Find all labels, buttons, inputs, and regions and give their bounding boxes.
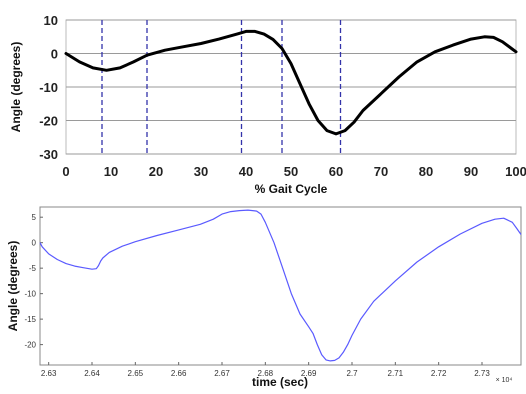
gait-x-label: % Gait Cycle	[255, 182, 328, 196]
time-x-tick-label: 2.66	[171, 369, 187, 378]
time-y-label: Angle (degrees)	[6, 241, 20, 332]
time-x-tick-label: 2.7	[346, 369, 358, 378]
time-x-tick-label: 2.64	[84, 369, 100, 378]
gait-angle-line	[64, 29, 518, 136]
gait-x-tick-label: 0	[62, 164, 69, 179]
time-x-tick-label: 2.72	[431, 369, 447, 378]
gait-x-tick-label: 70	[374, 164, 388, 179]
gait-x-tick-label: 90	[464, 164, 478, 179]
gait-grid	[66, 19, 516, 155]
gait-x-tick-label: 20	[149, 164, 163, 179]
time-x-tick-label: 2.73	[474, 369, 490, 378]
time-plot-area	[39, 206, 522, 366]
time-x-tick-label: 2.71	[388, 369, 404, 378]
gait-y-tick-label: -20	[39, 114, 58, 129]
time-x-exponent: × 10⁴	[496, 377, 513, 384]
time-x-tick-label: 2.68	[258, 369, 274, 378]
gait-x-tick-label: 30	[194, 164, 208, 179]
gait-x-tick-label: 100	[505, 164, 526, 179]
gait-y-tick-label: -30	[39, 147, 58, 162]
time-angle-line	[39, 209, 522, 362]
time-y-tick-label: -5	[29, 264, 37, 273]
time-x-label: time (sec)	[252, 375, 308, 389]
gait-x-tick-label: 40	[239, 164, 253, 179]
gait-x-ticks: 0 10 20 30 40 50 60 70 80 90 100	[62, 164, 526, 179]
gait-y-ticks: 10 0 -10 -20 -30	[39, 13, 58, 162]
gait-y-label: Angle (degrees)	[9, 42, 23, 133]
time-y-tick-label: -10	[24, 290, 36, 299]
gait-y-tick-label: 10	[44, 13, 58, 28]
time-x-tick-label: 2.63	[41, 369, 57, 378]
time-x-tick-label: 2.67	[214, 369, 230, 378]
time-y-tick-label: 5	[32, 213, 37, 222]
gait-x-tick-label: 60	[329, 164, 343, 179]
time-x-ticks: 2.63 2.64 2.65 2.66 2.67 2.68 2.69 2.7 2.71 2.72 2…	[41, 362, 490, 378]
gait-x-tick-label: 10	[104, 164, 118, 179]
gait-x-tick-label: 50	[284, 164, 298, 179]
gait-chart: 0 10 20 30 40 50 60 70 80 90 100 100-10-20-30 % Ga…	[9, 13, 526, 196]
time-y-tick-label: -15	[24, 315, 36, 324]
time-y-ticks: 5 0 -5 -10 -15 -20	[24, 213, 43, 350]
time-x-tick-label: 2.69	[301, 369, 317, 378]
time-y-tick-label: 0	[32, 239, 37, 248]
time-y-tick-label: -20	[24, 341, 36, 350]
gait-markers	[101, 20, 342, 154]
time-chart: 2.63 2.64 2.65 2.66 2.67 2.68 2.69 2.7 2.71 2.72 2…	[6, 206, 522, 389]
gait-x-tick-label: 80	[419, 164, 433, 179]
gait-y-tick-label: 0	[51, 47, 58, 62]
time-x-tick-label: 2.65	[128, 369, 144, 378]
gait-y-tick-label: -10	[39, 80, 58, 95]
